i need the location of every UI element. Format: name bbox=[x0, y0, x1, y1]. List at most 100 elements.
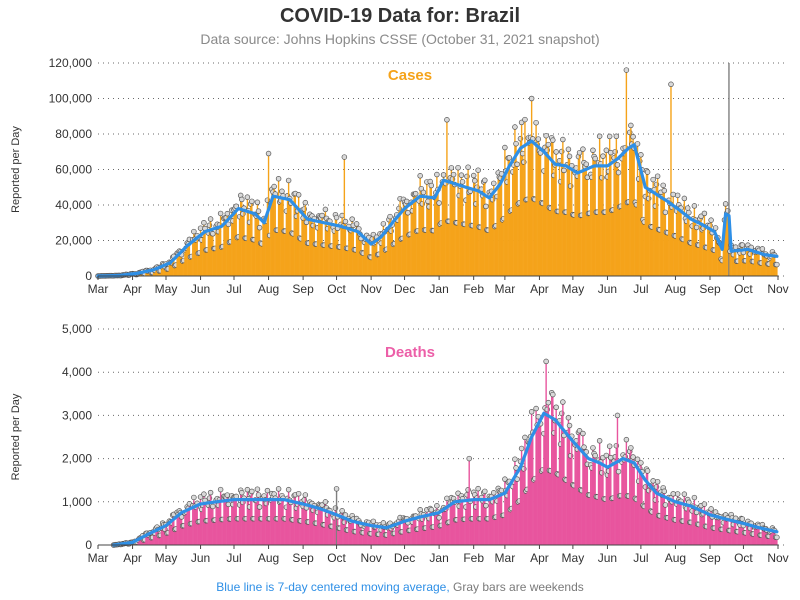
deaths-x-tick-label: Jul bbox=[633, 551, 648, 565]
cases-daily-marker bbox=[660, 182, 666, 189]
deaths-daily-marker bbox=[466, 455, 472, 462]
deaths-daily-marker bbox=[333, 486, 340, 492]
cases-daily-marker bbox=[576, 149, 583, 156]
deaths-x-tick-label: Mar bbox=[88, 551, 109, 565]
cases-y-tick-label: 100,000 bbox=[49, 92, 93, 106]
cases-x-tick-label: Jul bbox=[633, 282, 648, 296]
cases-daily-marker bbox=[255, 208, 262, 214]
cases-daily-marker bbox=[404, 198, 410, 205]
cases-daily-marker bbox=[244, 194, 251, 200]
deaths-x-tick-label: Nov bbox=[767, 551, 788, 565]
cases-daily-marker bbox=[380, 221, 387, 227]
deaths-x-tick-label: Feb bbox=[463, 551, 484, 565]
deaths-daily-marker bbox=[580, 430, 586, 437]
deaths-daily-marker bbox=[256, 504, 263, 510]
deaths-daily-marker bbox=[590, 445, 596, 451]
cases-daily-marker bbox=[708, 217, 714, 223]
deaths-daily-marker bbox=[638, 460, 644, 466]
cases-daily-marker bbox=[275, 175, 282, 182]
cases-daily-marker bbox=[465, 164, 471, 170]
deaths-daily-marker bbox=[254, 486, 261, 492]
deaths-daily-marker bbox=[302, 492, 309, 498]
deaths-daily-marker bbox=[518, 445, 525, 452]
cases-daily-marker bbox=[613, 133, 620, 140]
deaths-daily-marker bbox=[533, 405, 539, 412]
deaths-daily-marker bbox=[255, 492, 262, 498]
cases-daily-marker bbox=[420, 189, 427, 196]
deaths-daily-marker bbox=[444, 495, 450, 502]
cases-x-tick-label: Jul bbox=[226, 282, 241, 296]
cases-y-tick-label: 0 bbox=[85, 269, 92, 283]
cases-daily-marker bbox=[271, 183, 277, 190]
cases-daily-marker bbox=[774, 261, 780, 268]
cases-daily-marker bbox=[654, 173, 661, 179]
deaths-daily-marker bbox=[370, 518, 377, 525]
cases-y-tick-label: 80,000 bbox=[55, 127, 92, 141]
cases-daily-marker bbox=[506, 155, 513, 161]
cases-daily-marker bbox=[600, 153, 606, 159]
deaths-daily-marker bbox=[490, 490, 497, 496]
cases-daily-marker bbox=[285, 177, 292, 184]
cases-daily-marker bbox=[459, 179, 466, 185]
cases-daily-marker bbox=[319, 212, 325, 219]
deaths-y-tick-label: 1,000 bbox=[62, 495, 92, 509]
cases-daily-marker bbox=[701, 210, 708, 217]
cases-x-tick-label: Apr bbox=[530, 282, 549, 296]
deaths-daily-marker bbox=[249, 488, 255, 495]
cases-daily-marker bbox=[650, 176, 656, 183]
deaths-daily-marker bbox=[210, 503, 216, 510]
cases-x-tick-label: Dec bbox=[394, 282, 415, 296]
cases-daily-marker bbox=[628, 122, 634, 129]
deaths-daily-marker bbox=[285, 486, 292, 493]
cases-daily-marker bbox=[603, 147, 610, 154]
cases-daily-marker bbox=[342, 218, 349, 225]
deaths-daily-marker bbox=[603, 452, 610, 459]
deaths-daily-marker bbox=[543, 358, 549, 365]
cases-daily-marker bbox=[483, 203, 489, 210]
deaths-x-tick-label: Jul bbox=[226, 551, 241, 565]
cases-daily-marker bbox=[670, 191, 676, 198]
cases-daily-marker bbox=[239, 196, 245, 203]
cases-daily-marker bbox=[661, 187, 668, 194]
cases-y-axis-label: Reported per Day bbox=[10, 126, 22, 213]
deaths-x-tick-label: Nov bbox=[360, 551, 381, 565]
cases-daily-marker bbox=[295, 192, 302, 198]
deaths-daily-marker bbox=[224, 492, 231, 498]
cases-daily-marker bbox=[560, 136, 566, 143]
cases-daily-marker bbox=[512, 124, 518, 130]
cases-daily-marker bbox=[444, 117, 450, 123]
cases-daily-marker bbox=[265, 150, 272, 157]
deaths-x-tick-label: Jun bbox=[191, 551, 210, 565]
deaths-daily-marker bbox=[630, 454, 636, 460]
deaths-daily-marker bbox=[201, 491, 207, 497]
cases-daily-marker bbox=[387, 213, 393, 220]
deaths-y-tick-label: 3,000 bbox=[62, 408, 92, 422]
cases-daily-marker bbox=[197, 225, 204, 231]
deaths-daily-marker bbox=[739, 516, 746, 522]
deaths-x-tick-label: Sep bbox=[699, 551, 721, 565]
deaths-daily-marker bbox=[708, 506, 714, 512]
cases-daily-marker bbox=[623, 67, 630, 73]
cases-daily-marker bbox=[684, 205, 691, 211]
deaths-daily-marker bbox=[502, 476, 508, 482]
deaths-x-tick-label: Aug bbox=[665, 551, 686, 565]
cases-daily-marker bbox=[353, 221, 360, 227]
deaths-daily-marker bbox=[244, 486, 251, 493]
cases-x-tick-label: Mar bbox=[495, 282, 516, 296]
deaths-x-tick-label: May bbox=[155, 551, 178, 565]
cases-daily-marker bbox=[533, 119, 539, 126]
footnote: Blue line is 7-day centered moving avera… bbox=[0, 580, 800, 594]
deaths-daily-marker bbox=[528, 409, 535, 415]
cases-daily-marker bbox=[644, 169, 651, 175]
deaths-daily-marker bbox=[483, 502, 489, 509]
cases-daily-marker bbox=[475, 167, 481, 173]
cases-daily-marker bbox=[412, 190, 419, 197]
cases-daily-marker bbox=[590, 147, 596, 153]
cases-panel-title: Cases bbox=[388, 67, 432, 84]
deaths-daily-marker bbox=[322, 499, 329, 505]
cases-daily-marker bbox=[191, 228, 197, 235]
footnote-weekends: Gray bars are weekends bbox=[453, 580, 584, 594]
cases-x-tick-label: May bbox=[562, 282, 585, 296]
cases-x-tick-label: Nov bbox=[767, 282, 788, 296]
deaths-y-tick-label: 0 bbox=[85, 538, 92, 552]
